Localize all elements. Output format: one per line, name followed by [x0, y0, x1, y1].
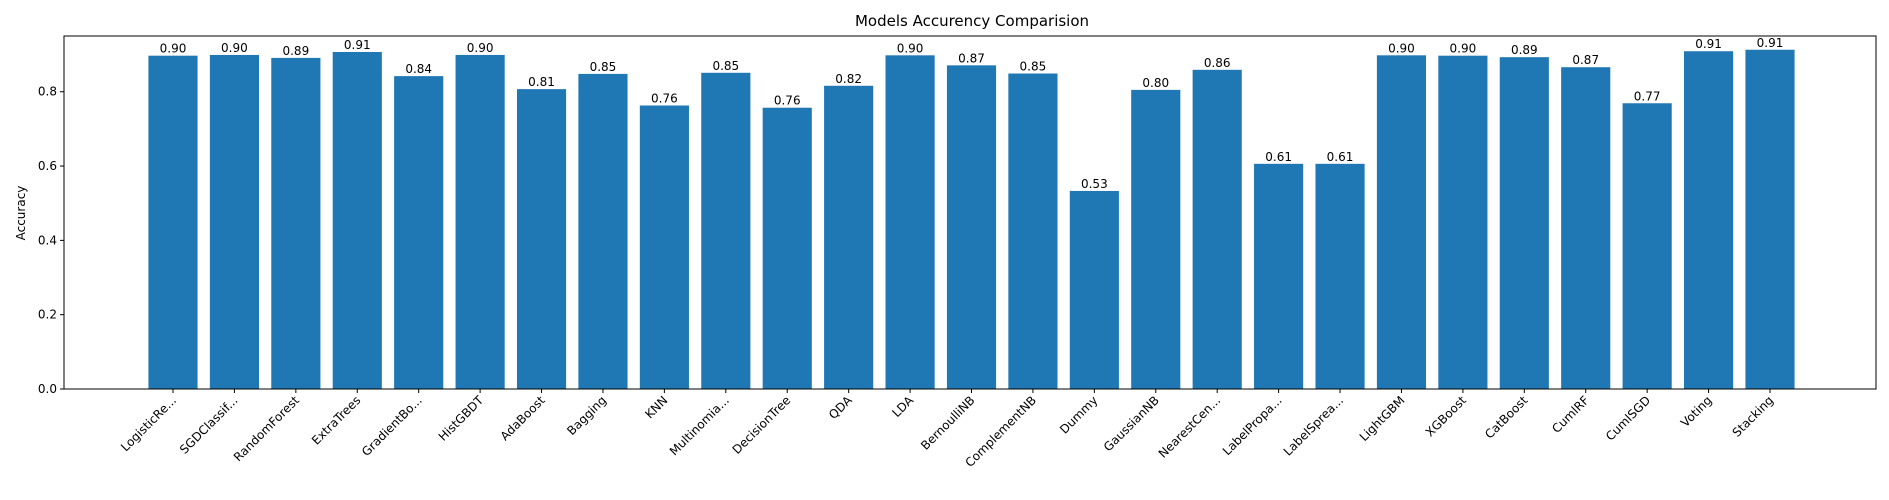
x-tick-label: LightGBM	[1357, 393, 1408, 444]
x-tick-label: LogisticRe...	[118, 393, 179, 454]
bar-xgboost	[1438, 55, 1488, 389]
x-tick-label: CumlSGD	[1603, 393, 1653, 443]
value-label: 0.89	[1511, 43, 1538, 57]
value-label: 0.53	[1081, 177, 1108, 191]
value-label: 0.85	[712, 59, 739, 73]
value-label: 0.91	[344, 38, 371, 52]
bar-stacking	[1745, 49, 1795, 389]
value-label: 0.91	[1757, 36, 1784, 50]
x-tick-label: XGBoost	[1423, 393, 1469, 439]
x-tick-label: CumlRF	[1549, 393, 1592, 436]
x-tick-label: LabelSprea...	[1281, 393, 1346, 458]
x-tick-label: NearestCen...	[1156, 393, 1224, 461]
x-tick-label: Bagging	[564, 393, 609, 438]
value-label: 0.76	[774, 94, 801, 108]
x-tick-label: Voting	[1678, 393, 1715, 430]
y-tick-label: 0.6	[38, 159, 57, 173]
x-tick-label: SGDClassif...	[177, 393, 241, 457]
bar-logisticre	[148, 55, 198, 389]
value-label: 0.91	[1695, 37, 1722, 51]
bar-qda	[824, 85, 874, 389]
value-label: 0.86	[1204, 56, 1231, 70]
value-label: 0.90	[160, 42, 187, 56]
bar-dummy	[1069, 190, 1119, 389]
bar-decisiontree	[762, 107, 812, 390]
value-label: 0.87	[1572, 53, 1599, 67]
x-tick-label: Dummy	[1057, 393, 1100, 436]
value-label: 0.76	[651, 91, 678, 105]
value-label: 0.90	[467, 41, 494, 55]
bar-randomforest	[271, 57, 321, 390]
bar-voting	[1684, 51, 1734, 389]
y-axis-label: Accuracy	[14, 186, 28, 241]
value-label: 0.77	[1634, 89, 1661, 103]
bar-bernoullinb	[946, 65, 997, 389]
bar-labelpropa	[1254, 163, 1304, 389]
x-tick-label: CatBoost	[1482, 393, 1531, 442]
bar-catboost	[1499, 57, 1549, 390]
plot-area: 0.90 LogisticRe... 0.90 SGDClassif... 0.89 Ra…	[38, 35, 1877, 470]
x-tick-label: Stacking	[1730, 393, 1777, 440]
bar-adaboost	[516, 89, 567, 389]
bar-nearestcen	[1192, 69, 1242, 389]
bar-lda	[885, 55, 935, 389]
bar-histgbdt	[455, 54, 505, 389]
x-tick-label: LDA	[889, 393, 916, 420]
value-label: 0.84	[405, 62, 432, 76]
value-label: 0.61	[1327, 150, 1354, 164]
value-label: 0.85	[1020, 60, 1047, 74]
value-label: 0.90	[221, 41, 248, 55]
axes-frame	[63, 35, 1877, 390]
y-tick-label: 0.0	[38, 382, 57, 396]
y-tick-label: 0.4	[38, 233, 57, 247]
x-tick-label: LabelPropa...	[1220, 393, 1285, 458]
value-label: 0.81	[528, 75, 555, 89]
x-tick-label: AdaBoost	[498, 393, 548, 443]
bar-lightgbm	[1376, 55, 1427, 389]
x-tick-label: RandomForest	[231, 393, 302, 464]
value-label: 0.90	[897, 41, 924, 55]
x-tick-label: KNN	[642, 393, 670, 421]
value-label: 0.90	[1450, 42, 1477, 56]
bar-cumlsgd	[1622, 103, 1672, 389]
value-label: 0.87	[958, 51, 985, 65]
bar-gradientbo	[394, 76, 444, 389]
x-tick-label: HistGBDT	[436, 393, 487, 444]
x-tick-label: DecisionTree	[730, 393, 794, 457]
value-label: 0.61	[1265, 150, 1292, 164]
x-tick-label: GaussianNB	[1101, 393, 1162, 454]
bar-gaussiannb	[1131, 89, 1181, 389]
y-tick-label: 0.2	[38, 308, 57, 322]
x-tick-label: QDA	[826, 393, 855, 422]
x-tick-label: BernoulliNB	[918, 393, 977, 452]
value-label: 0.85	[590, 60, 617, 74]
chart-title: Models Accurency Comparision	[855, 12, 1089, 30]
value-label: 0.89	[282, 44, 309, 58]
bar-labelsprea	[1315, 163, 1365, 389]
bar-cumlrf	[1561, 67, 1611, 390]
bar-extratrees	[332, 51, 382, 389]
value-label: 0.82	[835, 72, 862, 86]
x-tick-label: GradientBo...	[359, 393, 425, 459]
bar-knn	[639, 105, 689, 390]
bar-complementnb	[1008, 73, 1058, 389]
bar-sgdclassif	[209, 54, 259, 389]
y-tick-label: 0.8	[38, 85, 57, 99]
x-tick-label: Multinomia...	[667, 393, 732, 458]
value-label: 0.90	[1388, 41, 1415, 55]
bar-multinomia	[701, 72, 751, 389]
bar-bagging	[578, 73, 628, 390]
x-tick-label: ExtraTrees	[309, 393, 363, 447]
value-label: 0.80	[1142, 76, 1169, 90]
